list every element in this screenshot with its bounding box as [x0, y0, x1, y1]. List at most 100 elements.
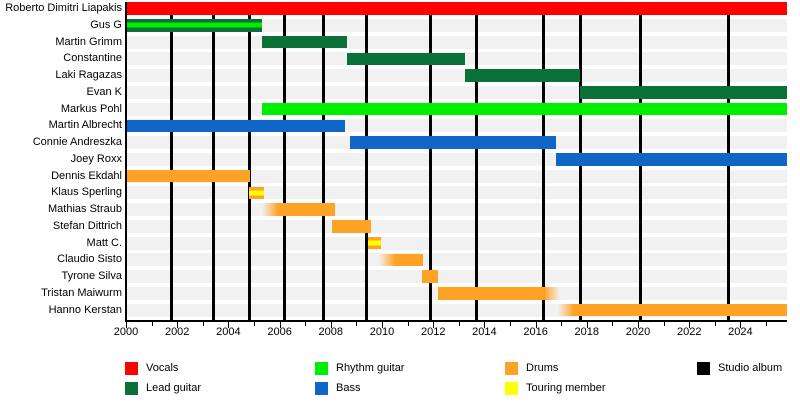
timeline-row-band — [126, 169, 787, 183]
legend-label-bass: Bass — [336, 382, 361, 394]
timeline-row-band — [126, 18, 787, 32]
member-label: Stefan Dittrich — [52, 219, 122, 232]
member-label: Markus Pohl — [60, 102, 122, 115]
legend-label-lead_guitar: Lead guitar — [146, 382, 202, 394]
x-axis-major-tick — [535, 321, 537, 328]
legend-swatch-bass — [315, 382, 328, 395]
x-axis-minor-tick — [305, 321, 307, 326]
member-label: Joey Roxx — [70, 152, 122, 165]
member-bar-drums — [262, 203, 335, 216]
x-axis-major-tick — [433, 321, 435, 328]
legend-label-album: Studio album — [718, 362, 783, 374]
timeline-row-band — [126, 203, 787, 216]
member-bar-bass — [350, 136, 556, 149]
member-label: Evan K — [86, 85, 122, 98]
legend-label-rhythm_guitar: Rhythm guitar — [336, 362, 405, 374]
member-label: Martin Grimm — [55, 35, 122, 48]
studio-album-line-icon — [365, 2, 369, 320]
timeline-row-band — [126, 69, 787, 82]
x-axis-major-tick — [126, 321, 127, 328]
legend-swatch-vocals — [125, 362, 138, 375]
member-bar-vocals — [126, 2, 787, 15]
legend-swatch-touring — [505, 382, 518, 395]
x-axis-minor-tick — [714, 321, 716, 326]
member-label: Tyrone Silva — [61, 270, 122, 282]
x-axis-minor-tick — [407, 321, 409, 326]
x-axis-minor-tick — [663, 321, 665, 326]
timeline-row-band — [126, 35, 787, 49]
timeline-row-band — [126, 253, 787, 267]
x-axis-minor-tick — [356, 321, 358, 326]
member-label: Klaus Sperling — [51, 186, 122, 199]
member-label: Tristan Maiwurm — [41, 286, 122, 299]
member-bar-lead_guitar — [126, 19, 262, 32]
member-label: Matt C. — [86, 236, 122, 249]
x-axis-major-tick — [484, 321, 486, 328]
x-axis-minor-tick — [612, 321, 614, 326]
x-axis-major-tick — [586, 321, 588, 328]
x-axis-tick-label: 2006 — [267, 326, 292, 338]
x-axis-minor-tick — [202, 321, 204, 326]
timeline-row-band — [126, 270, 787, 283]
studio-album-line-icon — [169, 2, 173, 320]
member-bar-drums — [332, 220, 371, 233]
member-label: Roberto Dimitri Liapakis — [5, 2, 122, 14]
studio-album-line-icon — [283, 2, 287, 320]
member-label: Martin Albrecht — [48, 119, 122, 132]
x-axis-major-tick — [279, 321, 281, 328]
member-bar-lead_guitar — [465, 69, 580, 82]
x-axis-tick-label: 2010 — [369, 326, 395, 338]
studio-album-line-icon — [211, 2, 215, 320]
x-axis-tick-label: 2008 — [318, 326, 344, 338]
x-axis-tick-label: 2014 — [472, 326, 497, 338]
x-axis-tick-label: 2004 — [216, 326, 241, 338]
x-axis-minor-tick — [510, 321, 511, 326]
x-axis-minor-tick — [254, 321, 255, 326]
x-axis-tick-label: 2012 — [420, 326, 446, 338]
x-axis-minor-tick — [561, 321, 563, 326]
x-axis-major-tick — [689, 321, 691, 328]
member-bar-drums — [248, 186, 265, 199]
member-bar-drums — [126, 169, 251, 183]
x-axis-minor-tick — [458, 321, 460, 326]
member-bar-drums — [379, 253, 423, 266]
x-axis-major-tick — [382, 321, 383, 328]
member-label: Hanno Kerstan — [48, 303, 122, 316]
legend-label-drums: Drums — [526, 362, 559, 374]
member-label: Laki Ragazas — [55, 69, 122, 81]
studio-album-line-icon — [541, 2, 545, 320]
member-bar-drums — [367, 236, 382, 250]
member-label: Claudio Sisto — [57, 253, 122, 266]
member-label: Mathias Straub — [48, 203, 122, 215]
member-bar-bass — [555, 153, 787, 166]
member-bar-drums — [421, 270, 439, 283]
member-bar-rhythm_guitar — [261, 102, 787, 116]
legend-swatch-drums — [505, 362, 518, 375]
member-label: Gus G — [90, 18, 122, 31]
member-bar-drums — [437, 287, 560, 300]
studio-album-line-icon — [248, 2, 252, 320]
x-axis-tick-label: 2022 — [676, 326, 702, 338]
legend-label-vocals: Vocals — [146, 362, 179, 374]
x-axis-major-tick — [177, 321, 179, 328]
member-label: Connie Andreszka — [32, 136, 122, 148]
timeline-row-band — [126, 236, 787, 250]
member-bar-drums — [558, 303, 787, 317]
member-bar-bass — [126, 119, 345, 132]
x-axis-line — [125, 320, 787, 322]
member-bar-lead_guitar — [579, 86, 787, 99]
x-axis-major-tick — [330, 321, 332, 328]
timeline-row-band — [126, 186, 787, 200]
studio-album-line-icon — [429, 2, 433, 320]
x-axis-tick-label: 2016 — [523, 326, 548, 338]
x-axis-major-tick — [228, 321, 230, 328]
timeline-row-band — [126, 219, 787, 233]
member-bar-lead_guitar — [346, 52, 466, 65]
legend-swatch-lead_guitar — [125, 382, 138, 395]
x-axis-major-tick — [740, 321, 742, 328]
member-label: Constantine — [63, 52, 122, 65]
studio-album-line-icon — [321, 2, 325, 320]
legend-label-touring: Touring member — [526, 382, 606, 394]
x-axis-tick-label: 2018 — [574, 326, 600, 338]
